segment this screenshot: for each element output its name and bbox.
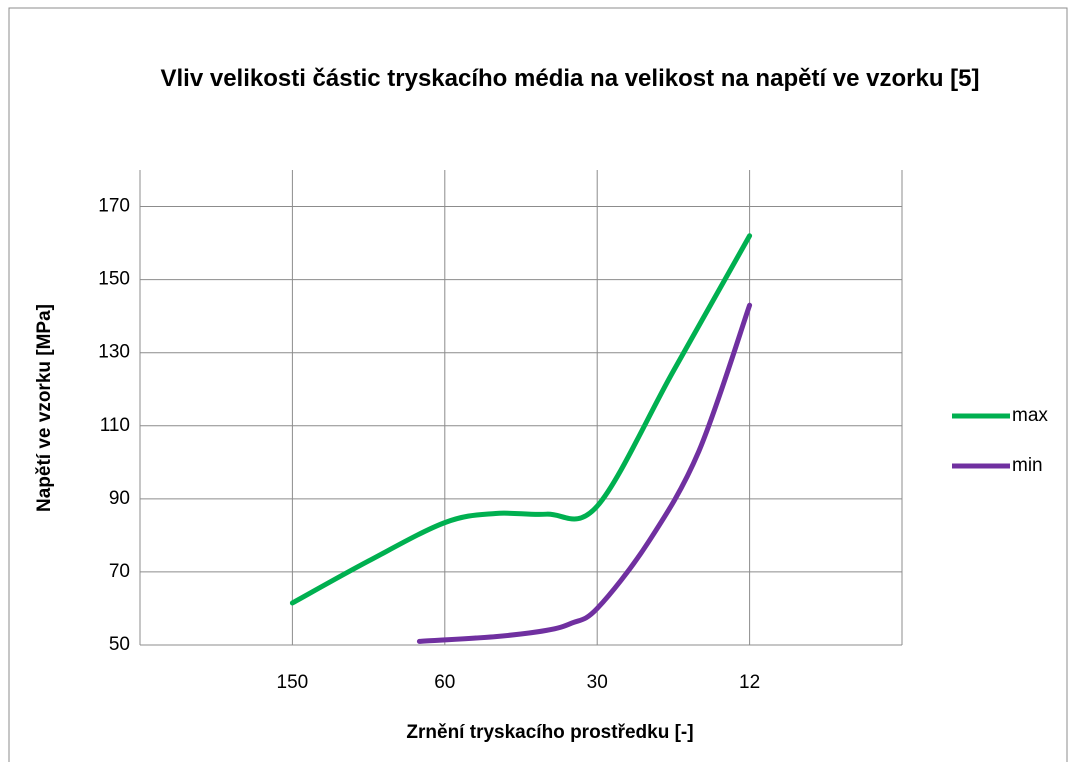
- x-tick-label: 150: [277, 672, 309, 693]
- series-line: [289, 233, 753, 606]
- x-tick-label: 12: [739, 672, 760, 693]
- series-line: [416, 302, 753, 644]
- x-axis-label: Zrnění tryskacího prostředku [-]: [406, 722, 693, 743]
- y-tick-label: 130: [98, 342, 130, 363]
- x-tick-label: 30: [587, 672, 608, 693]
- y-tick-label: 110: [100, 415, 130, 436]
- y-tick-label: 50: [109, 634, 130, 655]
- legend-label: max: [1012, 405, 1048, 426]
- y-axis-label: Napětí ve vzorku [MPa]: [34, 304, 55, 512]
- chart-frame: [8, 7, 1068, 762]
- chart-title: Vliv velikosti částic tryskacího média n…: [160, 65, 980, 92]
- legend-label: min: [1012, 455, 1043, 476]
- x-tick-label: 60: [434, 672, 455, 693]
- y-tick-label: 150: [98, 269, 130, 290]
- y-tick-label: 170: [98, 196, 130, 217]
- y-tick-label: 70: [109, 561, 130, 582]
- y-tick-label: 90: [109, 488, 130, 509]
